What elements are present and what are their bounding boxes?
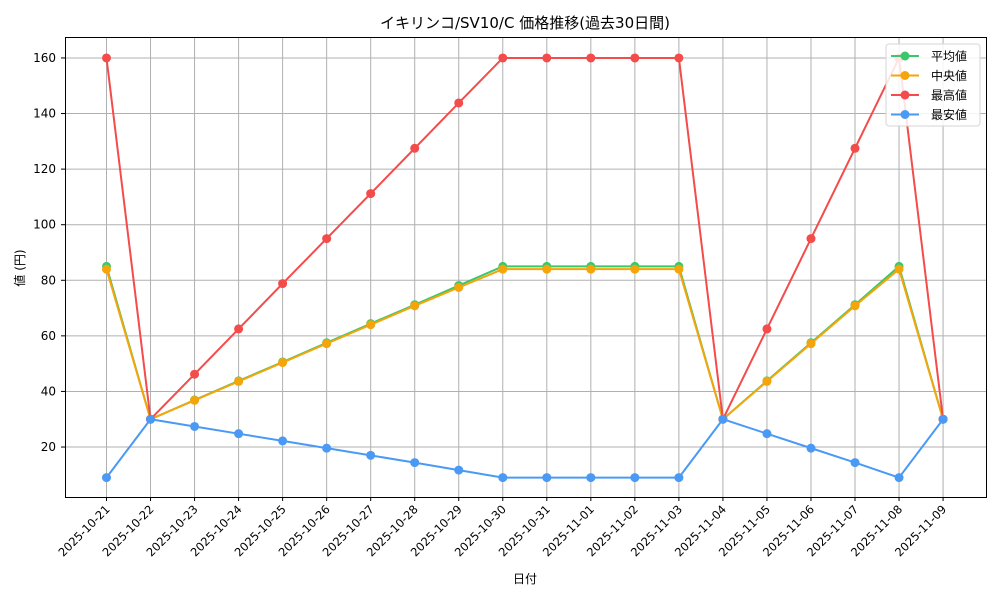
- y-tick-label: 100: [33, 218, 56, 232]
- y-axis-label: 値 (円): [12, 249, 27, 286]
- data-point-marker: [410, 301, 420, 311]
- data-point-marker: [190, 395, 200, 405]
- data-point-marker: [542, 473, 552, 483]
- data-point-marker: [322, 339, 332, 349]
- data-point-marker: [234, 324, 244, 334]
- legend-marker-swatch: [900, 71, 910, 80]
- data-point-marker: [762, 376, 772, 386]
- data-point-marker: [410, 143, 420, 153]
- data-point-marker: [190, 421, 200, 431]
- legend-item: 最安値: [891, 107, 967, 122]
- data-point-marker: [542, 53, 552, 63]
- data-point-marker: [850, 458, 860, 468]
- y-tick-label: 40: [41, 384, 56, 398]
- series-line: [105, 418, 944, 479]
- data-point-marker: [762, 324, 772, 334]
- data-point-marker: [850, 143, 860, 153]
- data-point-marker: [366, 189, 376, 199]
- data-point-marker: [586, 264, 596, 274]
- x-axis-label: 日付: [513, 572, 537, 586]
- data-point-marker: [102, 473, 111, 483]
- data-point-marker: [806, 234, 816, 244]
- legend-label: 平均値: [931, 49, 967, 64]
- legend-item: 最高値: [891, 88, 967, 103]
- data-point-marker: [102, 264, 111, 274]
- data-point-marker: [586, 53, 596, 63]
- data-point-marker: [102, 53, 111, 63]
- data-point-marker: [454, 283, 464, 293]
- data-point-marker: [894, 473, 904, 483]
- legend-item: 平均値: [891, 49, 967, 64]
- data-point-marker: [498, 473, 508, 483]
- data-point-marker: [498, 264, 508, 274]
- data-point-marker: [894, 264, 904, 274]
- data-point-marker: [630, 264, 640, 274]
- y-tick-label: 60: [41, 329, 56, 343]
- series-line: [105, 54, 945, 423]
- data-point-marker: [366, 450, 376, 460]
- data-point-marker: [674, 264, 684, 274]
- data-point-marker: [190, 369, 200, 379]
- chart-title: イキリンコ/SV10/C 価格推移(過去30日間): [380, 14, 670, 32]
- legend-label: 中央値: [931, 68, 967, 83]
- y-tick-label: 140: [33, 107, 56, 121]
- y-axis-ticks: 20 40 60 80 100 120 140 160: [33, 51, 65, 454]
- data-point-marker: [278, 279, 288, 289]
- series-最安値: [102, 414, 948, 483]
- data-point-marker: [322, 234, 332, 244]
- data-point-marker: [850, 301, 860, 311]
- series-平均値: [102, 261, 948, 424]
- series-中央値: [102, 264, 948, 424]
- legend-label: 最安値: [931, 107, 967, 122]
- plot-area-frame: [65, 37, 987, 498]
- legend-label: 最高値: [931, 88, 967, 103]
- data-point-marker: [718, 414, 728, 424]
- y-tick-label: 80: [41, 273, 56, 287]
- data-point-marker: [938, 414, 948, 424]
- series-最高値: [102, 53, 948, 424]
- data-point-marker: [762, 429, 772, 439]
- data-point-marker: [454, 98, 464, 108]
- data-point-marker: [234, 376, 244, 386]
- data-point-marker: [586, 473, 596, 483]
- data-point-marker: [630, 53, 640, 63]
- data-point-marker: [322, 443, 332, 453]
- data-point-marker: [234, 429, 244, 439]
- y-tick-label: 20: [41, 440, 56, 454]
- series-line: [105, 264, 945, 422]
- series-lines: [102, 53, 948, 483]
- data-point-marker: [410, 458, 420, 468]
- data-point-marker: [278, 358, 288, 368]
- y-tick-label: 160: [33, 51, 56, 65]
- data-point-marker: [674, 53, 684, 63]
- legend-marker-swatch: [900, 110, 910, 119]
- legend-marker-swatch: [900, 90, 910, 100]
- legend-box: [885, 43, 981, 127]
- data-point-marker: [498, 53, 508, 63]
- legend-item: 中央値: [891, 68, 967, 83]
- data-point-marker: [366, 320, 376, 330]
- data-point-marker: [630, 473, 640, 483]
- data-point-marker: [146, 414, 156, 424]
- data-point-marker: [454, 465, 464, 475]
- legend-marker-swatch: [900, 51, 910, 61]
- series-line: [105, 267, 945, 421]
- data-point-marker: [278, 436, 288, 446]
- data-point-marker: [806, 443, 816, 453]
- y-tick-label: 120: [33, 162, 56, 176]
- data-point-marker: [542, 264, 552, 274]
- x-axis-ticks: 2025-10-212025-10-222025-10-232025-10-24…: [55, 497, 949, 559]
- data-point-marker: [806, 339, 816, 349]
- data-point-marker: [674, 473, 684, 483]
